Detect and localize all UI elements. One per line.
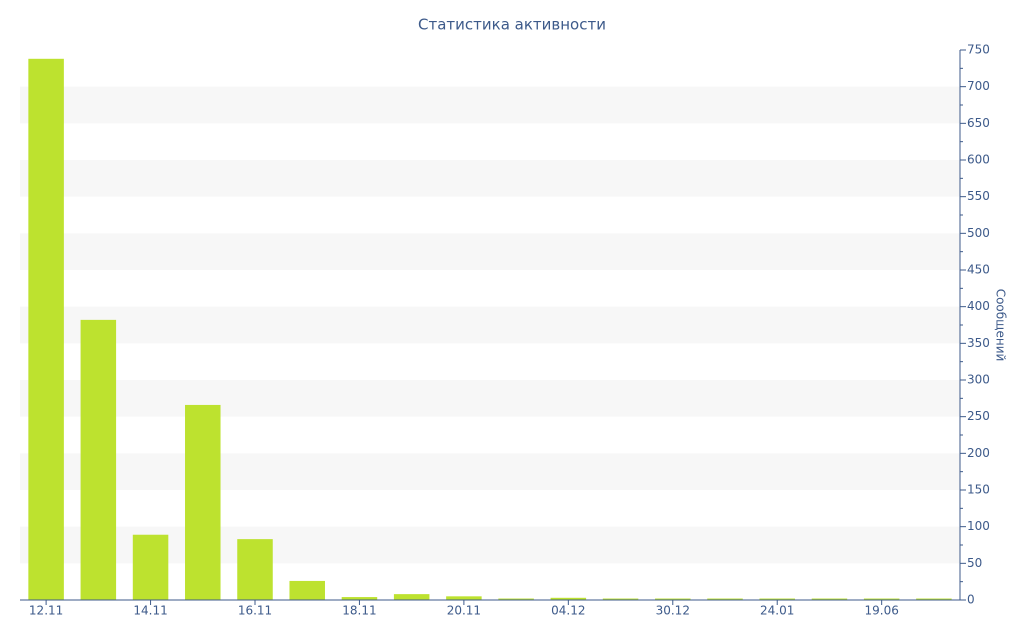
y-tick-label: 500: [967, 226, 990, 240]
y-tick-label: 300: [967, 373, 990, 387]
y-tick-label: 100: [967, 519, 990, 533]
bar: [811, 598, 848, 600]
x-tick-label: 20.11: [447, 604, 481, 618]
grid-band: [20, 233, 960, 270]
bar: [289, 580, 325, 600]
bar: [28, 58, 64, 601]
x-tick-label: 14.11: [133, 604, 167, 618]
bar: [393, 594, 430, 600]
bar: [237, 539, 273, 600]
chart-title: Статистика активности: [418, 16, 606, 34]
x-tick-label: 18.11: [342, 604, 376, 618]
bar: [185, 404, 221, 600]
x-tick-label: 19.06: [864, 604, 898, 618]
y-tick-label: 350: [967, 336, 990, 350]
y-tick-label: 150: [967, 483, 990, 497]
y-tick-label: 250: [967, 409, 990, 423]
x-tick-label: 12.11: [29, 604, 63, 618]
grid-band: [20, 306, 960, 344]
y-tick-label: 400: [967, 299, 990, 313]
bar: [550, 597, 587, 600]
y-tick-label: 750: [967, 43, 990, 57]
y-tick-label: 450: [967, 263, 990, 277]
y-tick-label: 600: [967, 153, 990, 167]
x-tick-label: 24.01: [760, 604, 794, 618]
grid-band: [20, 160, 960, 197]
y-tick-label: 550: [967, 189, 990, 203]
bar: [916, 598, 952, 600]
bar: [759, 598, 795, 600]
x-tick-label: 30.12: [656, 604, 690, 618]
y-tick-label: 700: [967, 79, 990, 93]
y-tick-label: 50: [967, 556, 982, 570]
x-tick-label: 04.12: [551, 604, 585, 618]
bar: [863, 598, 900, 600]
bar: [132, 534, 169, 600]
grid-band: [20, 86, 960, 124]
bar: [498, 598, 534, 600]
y-axis-title: Сообщений: [994, 289, 1008, 362]
bar: [80, 319, 117, 600]
y-tick-label: 650: [967, 116, 990, 130]
y-tick-label: 200: [967, 446, 990, 460]
bar: [655, 598, 691, 600]
y-tick-label: 0: [967, 593, 975, 607]
bar: [602, 598, 639, 600]
grid-band: [20, 526, 960, 564]
bar: [707, 598, 743, 600]
grid-band: [20, 380, 960, 417]
bar: [446, 596, 482, 600]
bar: [341, 597, 378, 600]
grid-band: [20, 453, 960, 490]
x-tick-label: 16.11: [238, 604, 272, 618]
